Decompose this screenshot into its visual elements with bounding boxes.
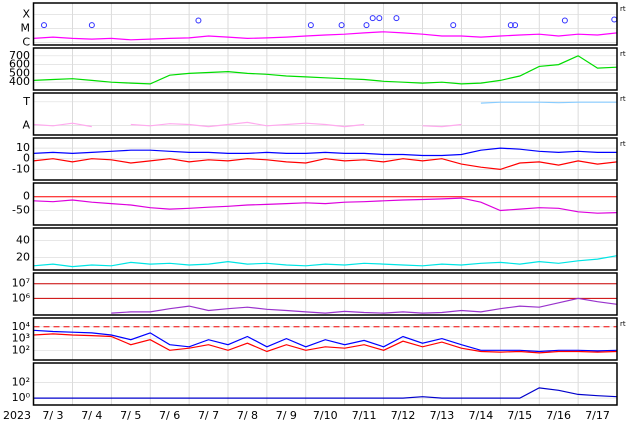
flare-marker <box>393 15 400 22</box>
side-label: rt <box>620 140 626 148</box>
series-line <box>33 147 617 157</box>
panel-frame <box>32 92 618 136</box>
y-tick-label: 0 <box>23 190 30 203</box>
panel-frame <box>32 362 618 406</box>
y-tick-label: A <box>22 118 30 131</box>
panel-frame <box>32 137 618 181</box>
y-tick-label: -50 <box>12 203 30 216</box>
y-tick-label: 10⁰ <box>12 391 31 404</box>
series-line <box>33 333 618 354</box>
x-tick-label: 7/ 4 <box>81 409 102 422</box>
flare-marker <box>561 17 568 24</box>
x-tick-label: 7/16 <box>546 409 571 422</box>
flare-marker <box>611 16 618 23</box>
x-tick-label: 7/17 <box>585 409 610 422</box>
series-line <box>480 101 617 104</box>
y-tick-label: 10⁷ <box>12 277 30 290</box>
y-tick-label: 500 <box>9 66 30 79</box>
y-tick-label: 10³ <box>12 332 30 345</box>
y-tick-label: 10⁶ <box>12 291 31 304</box>
series-line <box>33 55 618 85</box>
x-tick-label: 7/ 6 <box>159 409 180 422</box>
series-line <box>111 297 618 314</box>
panel-frame <box>32 182 618 226</box>
flare-marker <box>450 22 457 29</box>
flare-marker <box>88 22 95 29</box>
panel-frame <box>32 317 618 361</box>
panel-frame <box>32 227 618 271</box>
y-tick-label: 10 <box>16 141 30 154</box>
y-tick-label: M <box>21 22 31 35</box>
y-tick-label: 0 <box>23 152 30 165</box>
x-tick-label: 7/ 5 <box>120 409 141 422</box>
panel-frame <box>32 2 618 46</box>
flare-marker <box>338 22 345 29</box>
series-line <box>33 121 462 128</box>
flare-marker <box>507 22 514 29</box>
flare-marker <box>376 15 383 22</box>
y-tick-label: 10⁴ <box>12 320 31 333</box>
y-tick-label: 20 <box>16 250 30 263</box>
y-tick-label: 40 <box>16 234 30 247</box>
side-label: rt <box>620 50 626 58</box>
flare-marker <box>195 17 202 24</box>
x-tick-label: 7/ 9 <box>276 409 297 422</box>
y-tick-label: 10² <box>12 375 30 388</box>
y-tick-label: 10² <box>12 343 30 356</box>
panel-frame <box>32 272 618 316</box>
y-tick-label: -10 <box>12 162 30 175</box>
flare-marker <box>369 15 376 22</box>
x-tick-label: 7/13 <box>430 409 455 422</box>
y-tick-label: 600 <box>9 58 30 71</box>
y-tick-label: C <box>22 36 30 49</box>
flare-marker <box>363 22 370 29</box>
x-tick-label: 7/15 <box>507 409 532 422</box>
y-tick-label: 700 <box>9 49 30 62</box>
x-tick-label: 7/11 <box>352 409 377 422</box>
y-tick-label: X <box>22 8 30 21</box>
flare-marker <box>307 22 314 29</box>
y-tick-label: 400 <box>9 75 30 88</box>
year-label: 2023 <box>3 409 31 422</box>
flare-marker <box>41 22 48 29</box>
series-line <box>33 387 618 399</box>
series-line <box>33 197 618 214</box>
x-tick-label: 7/ 7 <box>198 409 219 422</box>
x-tick-label: 7/12 <box>391 409 416 422</box>
side-label: rt <box>620 95 626 103</box>
x-tick-label: 7/10 <box>313 409 338 422</box>
series-line <box>33 31 618 41</box>
series-line <box>33 255 618 268</box>
side-label: rt <box>620 320 626 328</box>
panel-frame <box>32 47 618 91</box>
series-line <box>33 158 618 171</box>
y-tick-label: T <box>22 95 30 108</box>
x-tick-label: 7/14 <box>468 409 493 422</box>
x-tick-label: 7/ 8 <box>237 409 258 422</box>
flare-marker <box>512 22 519 29</box>
side-label: rt <box>620 5 626 13</box>
series-line <box>33 329 618 353</box>
x-tick-label: 7/ 3 <box>42 409 63 422</box>
